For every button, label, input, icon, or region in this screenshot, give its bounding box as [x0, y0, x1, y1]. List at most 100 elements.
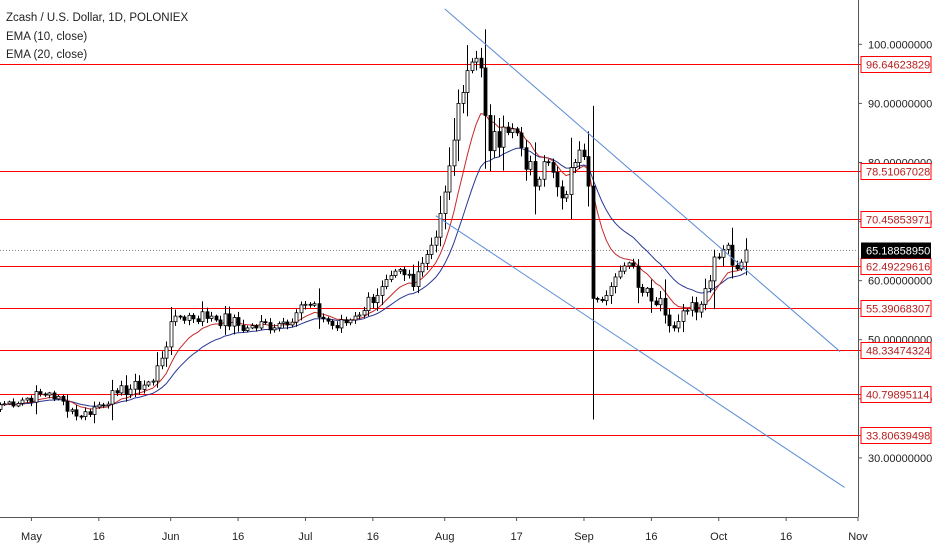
candle-body — [155, 365, 160, 382]
candle-body — [555, 171, 560, 188]
candle-body — [501, 126, 506, 148]
candle-body — [420, 262, 425, 273]
candle-body — [79, 415, 84, 418]
candle-body — [461, 92, 466, 104]
candle-body — [20, 399, 25, 404]
candle-body — [506, 126, 511, 133]
candle-body — [542, 161, 547, 180]
candle-body — [106, 403, 111, 406]
chart-legend: Zcash / U.S. Dollar, 1D, POLONIEX EMA (1… — [6, 9, 188, 65]
candle-body — [497, 131, 502, 148]
x-tick-label: 16 — [780, 531, 792, 543]
level-tag-label: 96.64623829 — [866, 60, 930, 72]
candle-body — [537, 178, 542, 187]
candle-body — [38, 391, 43, 395]
candle-body — [97, 404, 102, 408]
candle-body — [622, 265, 627, 272]
candle-body — [681, 310, 686, 322]
candle-body — [515, 128, 520, 134]
y-tick-label: 100.00000000 — [868, 39, 932, 51]
candle-body — [604, 295, 609, 302]
candle-body — [402, 269, 407, 276]
candle-body — [303, 303, 308, 306]
x-tick-label: 16 — [645, 531, 657, 543]
candle-body — [640, 286, 645, 293]
candle-body — [245, 327, 250, 331]
candle-body — [164, 346, 169, 359]
x-tick-label: Sep — [574, 531, 594, 543]
candle-body — [366, 296, 371, 311]
candle-body — [43, 393, 48, 396]
candle-body — [353, 315, 358, 321]
candle-body — [429, 244, 434, 255]
candle-body — [263, 321, 268, 324]
indicator-ema10[interactable]: EMA (10, close) — [6, 30, 88, 43]
candle-body — [191, 314, 196, 320]
candle-body — [443, 191, 448, 214]
candle-body — [83, 411, 88, 417]
candle-body — [200, 311, 205, 323]
candle-body — [658, 297, 663, 306]
candle-body — [735, 264, 740, 270]
candle-body — [411, 273, 416, 287]
candle-body — [465, 70, 470, 93]
candle-body — [510, 128, 515, 133]
candle-body — [0, 404, 3, 410]
candle-body — [456, 103, 461, 141]
candle-body — [546, 161, 551, 164]
trendline — [444, 8, 841, 352]
candle-body — [92, 406, 97, 415]
x-tick-label: Jul — [298, 531, 312, 543]
trendline — [435, 215, 845, 488]
candle-body — [281, 321, 286, 324]
x-tick-label: 17 — [510, 531, 522, 543]
candle-body — [223, 313, 228, 327]
candle-body — [470, 61, 475, 72]
x-tick-label: 16 — [93, 531, 105, 543]
candle-body — [694, 302, 699, 313]
candle-body — [16, 403, 21, 407]
candle-body — [142, 384, 147, 390]
candle-body — [690, 302, 695, 311]
candle-body — [375, 295, 380, 304]
candle-body — [65, 400, 70, 412]
candle-body — [25, 397, 30, 401]
candle-body — [721, 248, 726, 258]
candle-body — [708, 280, 713, 290]
candle-body — [173, 315, 178, 323]
candle-body — [70, 409, 75, 412]
candle-body — [285, 321, 290, 326]
candle-body — [250, 325, 255, 329]
x-tick-label: 16 — [232, 531, 244, 543]
candle-body — [533, 161, 538, 187]
level-tag-label: 55.39068307 — [866, 304, 930, 316]
candle-body — [2, 403, 7, 406]
candle-body — [7, 401, 12, 405]
candle-body — [573, 162, 578, 168]
trendlines — [435, 8, 845, 488]
candle-body — [474, 57, 479, 63]
candle-body — [744, 249, 749, 263]
candle-body — [277, 323, 282, 329]
candle-body — [699, 303, 704, 313]
candle-body — [564, 194, 569, 199]
level-tag — [860, 163, 932, 180]
level-tag — [860, 56, 932, 73]
candle-body — [124, 385, 129, 396]
candle-body — [586, 156, 591, 187]
candle-body — [115, 390, 120, 394]
candle-body — [61, 395, 66, 402]
candle-body — [209, 315, 214, 319]
candle-body — [241, 325, 246, 331]
candle-body — [528, 161, 533, 170]
indicator-ema20[interactable]: EMA (20, close) — [6, 49, 88, 61]
candle-body — [128, 388, 133, 396]
candle-body — [591, 185, 596, 299]
candle-body — [613, 276, 618, 287]
chart-title: Zcash / U.S. Dollar, 1D, POLONIEX — [6, 12, 189, 24]
candle-body — [393, 270, 398, 276]
candle-body — [479, 57, 484, 69]
candle-body — [627, 262, 632, 267]
x-tick-label: Aug — [435, 531, 455, 543]
